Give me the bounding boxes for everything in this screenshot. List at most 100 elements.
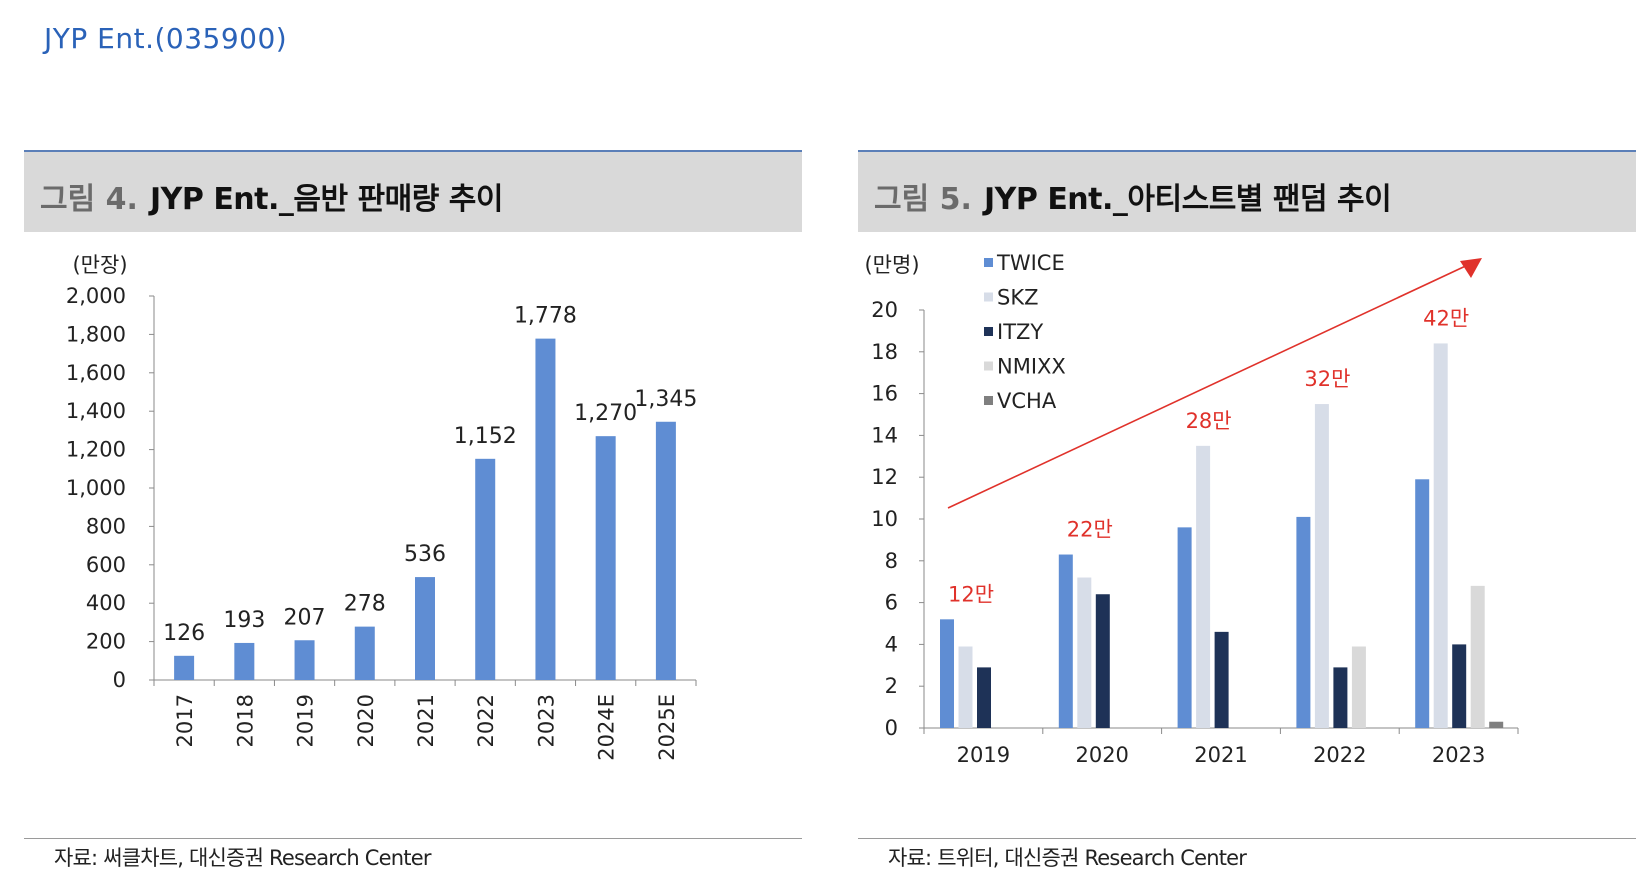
- figure-4-title-bar: 그림 4. JYP Ent._음반 판매량 추이: [24, 152, 802, 232]
- y-tick-label: 400: [86, 591, 126, 615]
- y-tick-label: 16: [871, 382, 898, 406]
- legend-label: SKZ: [997, 286, 1039, 310]
- legend-swatch: [984, 327, 993, 336]
- y-tick-label: 1,800: [66, 322, 126, 346]
- y-tick-label: 14: [871, 423, 898, 447]
- bar-skz: [1196, 445, 1211, 728]
- bar-itzy: [977, 667, 991, 728]
- y-tick-label: 12: [871, 465, 898, 489]
- x-tick-label: 2019: [294, 694, 318, 747]
- trend-arrow-head: [1460, 258, 1482, 278]
- figure-4-source: 자료: 써클차트, 대신증권 Research Center: [54, 846, 431, 870]
- total-fandom-label: 28만: [1186, 409, 1232, 433]
- figure-4-title: JYP Ent._음반 판매량 추이: [150, 182, 504, 217]
- bar-nmixx: [1470, 585, 1485, 728]
- bar: [475, 458, 496, 680]
- figure-5-title: JYP Ent._아티스트별 팬덤 추이: [984, 182, 1392, 217]
- y-tick-label: 6: [885, 591, 898, 615]
- figure-5-number: 그림 5.: [874, 182, 972, 217]
- bar-twice: [1058, 554, 1073, 728]
- y-tick-label: 18: [871, 340, 898, 364]
- fandom-chart: (만명) 0 2 4 6 8 10 12 14 16 18 20 2019 2020 2021 2022 202…: [864, 251, 1519, 767]
- x-tick-label: 2019: [957, 743, 1010, 767]
- figure-5-panel: 그림 5. JYP Ent._아티스트별 팬덤 추이 (만명) 0 2 4 6 8 10 12…: [858, 150, 1636, 870]
- y-tick-label: 2: [885, 674, 898, 698]
- legend-label: TWICE: [996, 251, 1065, 275]
- x-tick-label: 2022: [1313, 743, 1366, 767]
- top-divider: [24, 150, 802, 152]
- bar-skz: [1433, 343, 1448, 728]
- bar-skz: [1077, 577, 1092, 728]
- x-tick-label: 2022: [474, 694, 498, 747]
- legend-swatch: [984, 292, 993, 302]
- bar: [415, 577, 435, 680]
- y-tick-label: 1,600: [66, 361, 126, 385]
- y-tick-label: 600: [86, 553, 126, 577]
- bar-nmixx: [1351, 646, 1366, 728]
- bar-twice: [1296, 516, 1311, 728]
- bar: [535, 338, 556, 680]
- figure-5-title-bar: 그림 5. JYP Ent._아티스트별 팬덤 추이: [858, 152, 1636, 232]
- figure-4-panel: 그림 4. JYP Ent._음반 판매량 추이 (만장) 0 200 400 600 8…: [24, 150, 802, 870]
- bar-twice: [940, 619, 954, 728]
- y-tick-label: 1,200: [66, 438, 126, 462]
- x-tick-label: 2017: [173, 694, 197, 747]
- legend-label: ITZY: [997, 320, 1043, 344]
- bar-value-label: 193: [223, 608, 265, 633]
- bottom-divider: [858, 838, 1636, 839]
- x-tick-label: 2018: [233, 694, 257, 747]
- legend-label: VCHA: [997, 389, 1057, 413]
- x-tick-label: 2020: [354, 694, 378, 747]
- bar-itzy: [1452, 644, 1467, 728]
- bar-value-label: 1,778: [514, 304, 577, 329]
- x-tick-label: 2021: [1194, 743, 1247, 767]
- bar-value-label: 1,270: [574, 401, 637, 426]
- bar-skz: [958, 646, 973, 728]
- bar-itzy: [1214, 631, 1229, 728]
- total-fandom-label: 22만: [1067, 518, 1113, 542]
- y-tick-label: 20: [871, 298, 898, 322]
- bar-skz: [1314, 404, 1329, 728]
- x-tick-label: 2023: [534, 694, 558, 747]
- legend-swatch: [984, 258, 993, 267]
- bar-value-label: 536: [404, 542, 446, 567]
- x-tick-label: 2024E: [595, 694, 619, 761]
- bar-value-label: 1,345: [634, 387, 697, 412]
- legend-label: NMIXX: [997, 355, 1066, 379]
- x-tick-label: 2020: [1075, 743, 1128, 767]
- bar-value-label: 1,152: [454, 424, 517, 449]
- total-fandom-label: 42만: [1423, 306, 1469, 330]
- total-fandom-label: 32만: [1304, 367, 1350, 391]
- bar-itzy: [1095, 594, 1110, 728]
- y-axis-unit-label: (만장): [72, 253, 127, 277]
- y-tick-label: 1,000: [66, 476, 126, 500]
- figure-4-number: 그림 4.: [40, 182, 138, 217]
- x-tick-label: 2023: [1432, 743, 1485, 767]
- bar-value-label: 278: [344, 592, 386, 617]
- bar: [655, 421, 676, 680]
- y-tick-label: 10: [871, 507, 898, 531]
- bar: [234, 642, 255, 680]
- company-ticker: JYP Ent.(035900): [44, 22, 288, 55]
- y-tick-label: 2,000: [66, 284, 126, 308]
- y-tick-label: 4: [885, 632, 898, 656]
- y-tick-label: 0: [113, 668, 126, 692]
- bar-vcha: [1489, 721, 1504, 728]
- bar-itzy: [1333, 667, 1348, 728]
- y-tick-label: 0: [885, 716, 898, 740]
- x-tick-label: 2021: [414, 694, 438, 747]
- bar-value-label: 207: [284, 605, 326, 630]
- bar-twice: [1177, 527, 1192, 728]
- legend-swatch: [984, 396, 993, 405]
- y-tick-label: 1,400: [66, 399, 126, 423]
- bottom-divider: [24, 838, 802, 839]
- figure-5-source: 자료: 트위터, 대신증권 Research Center: [888, 846, 1247, 870]
- trend-arrow-line: [947, 262, 1473, 509]
- y-tick-label: 8: [885, 549, 898, 573]
- y-tick-label: 200: [86, 630, 126, 654]
- album-sales-chart: (만장) 0 200 400 600 800 1,000 1,200 1,400 1,600 1,8…: [66, 253, 698, 761]
- bar: [354, 626, 375, 680]
- bar: [174, 655, 195, 680]
- legend-swatch: [984, 361, 993, 371]
- bar-twice: [1415, 479, 1430, 728]
